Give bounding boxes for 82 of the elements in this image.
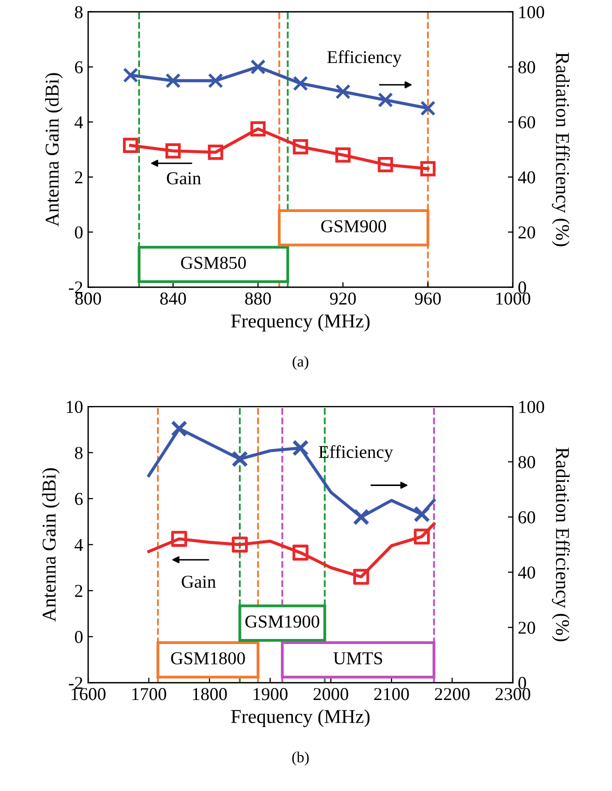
y2-axis-title: Radiation Efficiency (%) [552, 448, 570, 642]
text: (a) [292, 356, 308, 370]
point [292, 440, 309, 456]
text: (b) [292, 752, 309, 766]
point [250, 59, 266, 75]
band-label: GSM1900 [245, 615, 320, 628]
band-label: UMTS [333, 652, 382, 664]
point [414, 506, 430, 523]
y2-tick-label: 40 [518, 171, 536, 184]
y-tick-label: 10 [66, 400, 83, 414]
point [250, 121, 266, 136]
point [378, 92, 394, 108]
y2-tick-label: 100 [519, 6, 544, 18]
point [170, 420, 188, 437]
point [335, 84, 351, 100]
point [208, 144, 224, 160]
band-label: GSM850 [181, 256, 246, 269]
annotation: Efficiency [327, 50, 402, 67]
point [378, 157, 394, 172]
y-tick-label: 4 [74, 116, 83, 128]
point [171, 530, 188, 547]
y2-tick-label: 20 [518, 226, 536, 239]
point [208, 73, 224, 88]
y2-tick-label: 80 [518, 456, 536, 468]
x-tick-label: 800 [75, 292, 101, 305]
x-tick-label: 2300 [496, 688, 530, 700]
x-tick-label: 2200 [434, 688, 470, 700]
point [352, 508, 370, 526]
y-tick-label: 8 [74, 6, 83, 18]
x-tick-label: 1900 [254, 688, 288, 700]
x-tick-label: 880 [245, 292, 271, 305]
y-tick-label: 8 [74, 446, 83, 460]
x-tick-label: 1000 [496, 292, 530, 305]
point [122, 138, 138, 154]
y-tick-label: -2 [68, 676, 82, 689]
x-tick-label: 2000 [314, 688, 348, 700]
y-tick-label: -2 [68, 281, 82, 294]
x-tick-label: 920 [330, 292, 356, 305]
y-tick-label: 0 [74, 630, 83, 644]
band-label: GSM1800 [171, 652, 245, 664]
x-tick-label: 1800 [193, 688, 227, 700]
x-tick-label: 960 [414, 292, 441, 305]
y-axis-title: Antenna Gain (dBi) [45, 73, 63, 227]
y-tick-label: 2 [75, 584, 82, 597]
y-tick-label: 2 [75, 171, 82, 184]
x-tick-label: 840 [160, 292, 186, 305]
point [420, 100, 436, 116]
x-tick-label: 1700 [132, 688, 166, 700]
y2-tick-label: 60 [518, 116, 536, 128]
point [231, 450, 248, 468]
point [165, 143, 181, 159]
y-axis-title: Antenna Gain (dBi) [42, 468, 60, 622]
point [420, 161, 436, 176]
point [335, 147, 351, 163]
y-tick-label: 0 [74, 226, 83, 239]
y2-tick-label: 0 [518, 676, 526, 690]
y-tick-label: 6 [75, 492, 83, 506]
y2-tick-label: 80 [518, 61, 536, 74]
y-tick-label: 4 [74, 538, 83, 551]
y2-tick-label: 100 [519, 400, 544, 414]
y2-axis-title: Radiation Efficiency (%) [552, 52, 570, 246]
y2-tick-label: 0 [518, 281, 526, 294]
annotation: Gain [166, 172, 201, 184]
point [292, 139, 308, 154]
y-tick-label: 6 [75, 61, 83, 74]
annotation: Efficiency [318, 445, 394, 462]
y2-tick-label: 60 [518, 511, 536, 524]
x-tick-label: 1600 [72, 688, 106, 700]
x-axis-title: Frequency (MHz) [231, 709, 370, 728]
point [232, 536, 248, 553]
band-label: GSM900 [321, 220, 386, 232]
point [292, 544, 308, 561]
y2-tick-label: 40 [518, 566, 536, 579]
point [414, 528, 430, 545]
annotation: Gain [182, 576, 216, 588]
x-tick-label: 2100 [374, 688, 409, 700]
y2-tick-label: 20 [518, 622, 536, 634]
point [353, 568, 370, 585]
point [122, 68, 138, 83]
point [292, 76, 308, 92]
point [165, 73, 181, 88]
x-axis-title: Frequency (MHz) [231, 314, 370, 332]
